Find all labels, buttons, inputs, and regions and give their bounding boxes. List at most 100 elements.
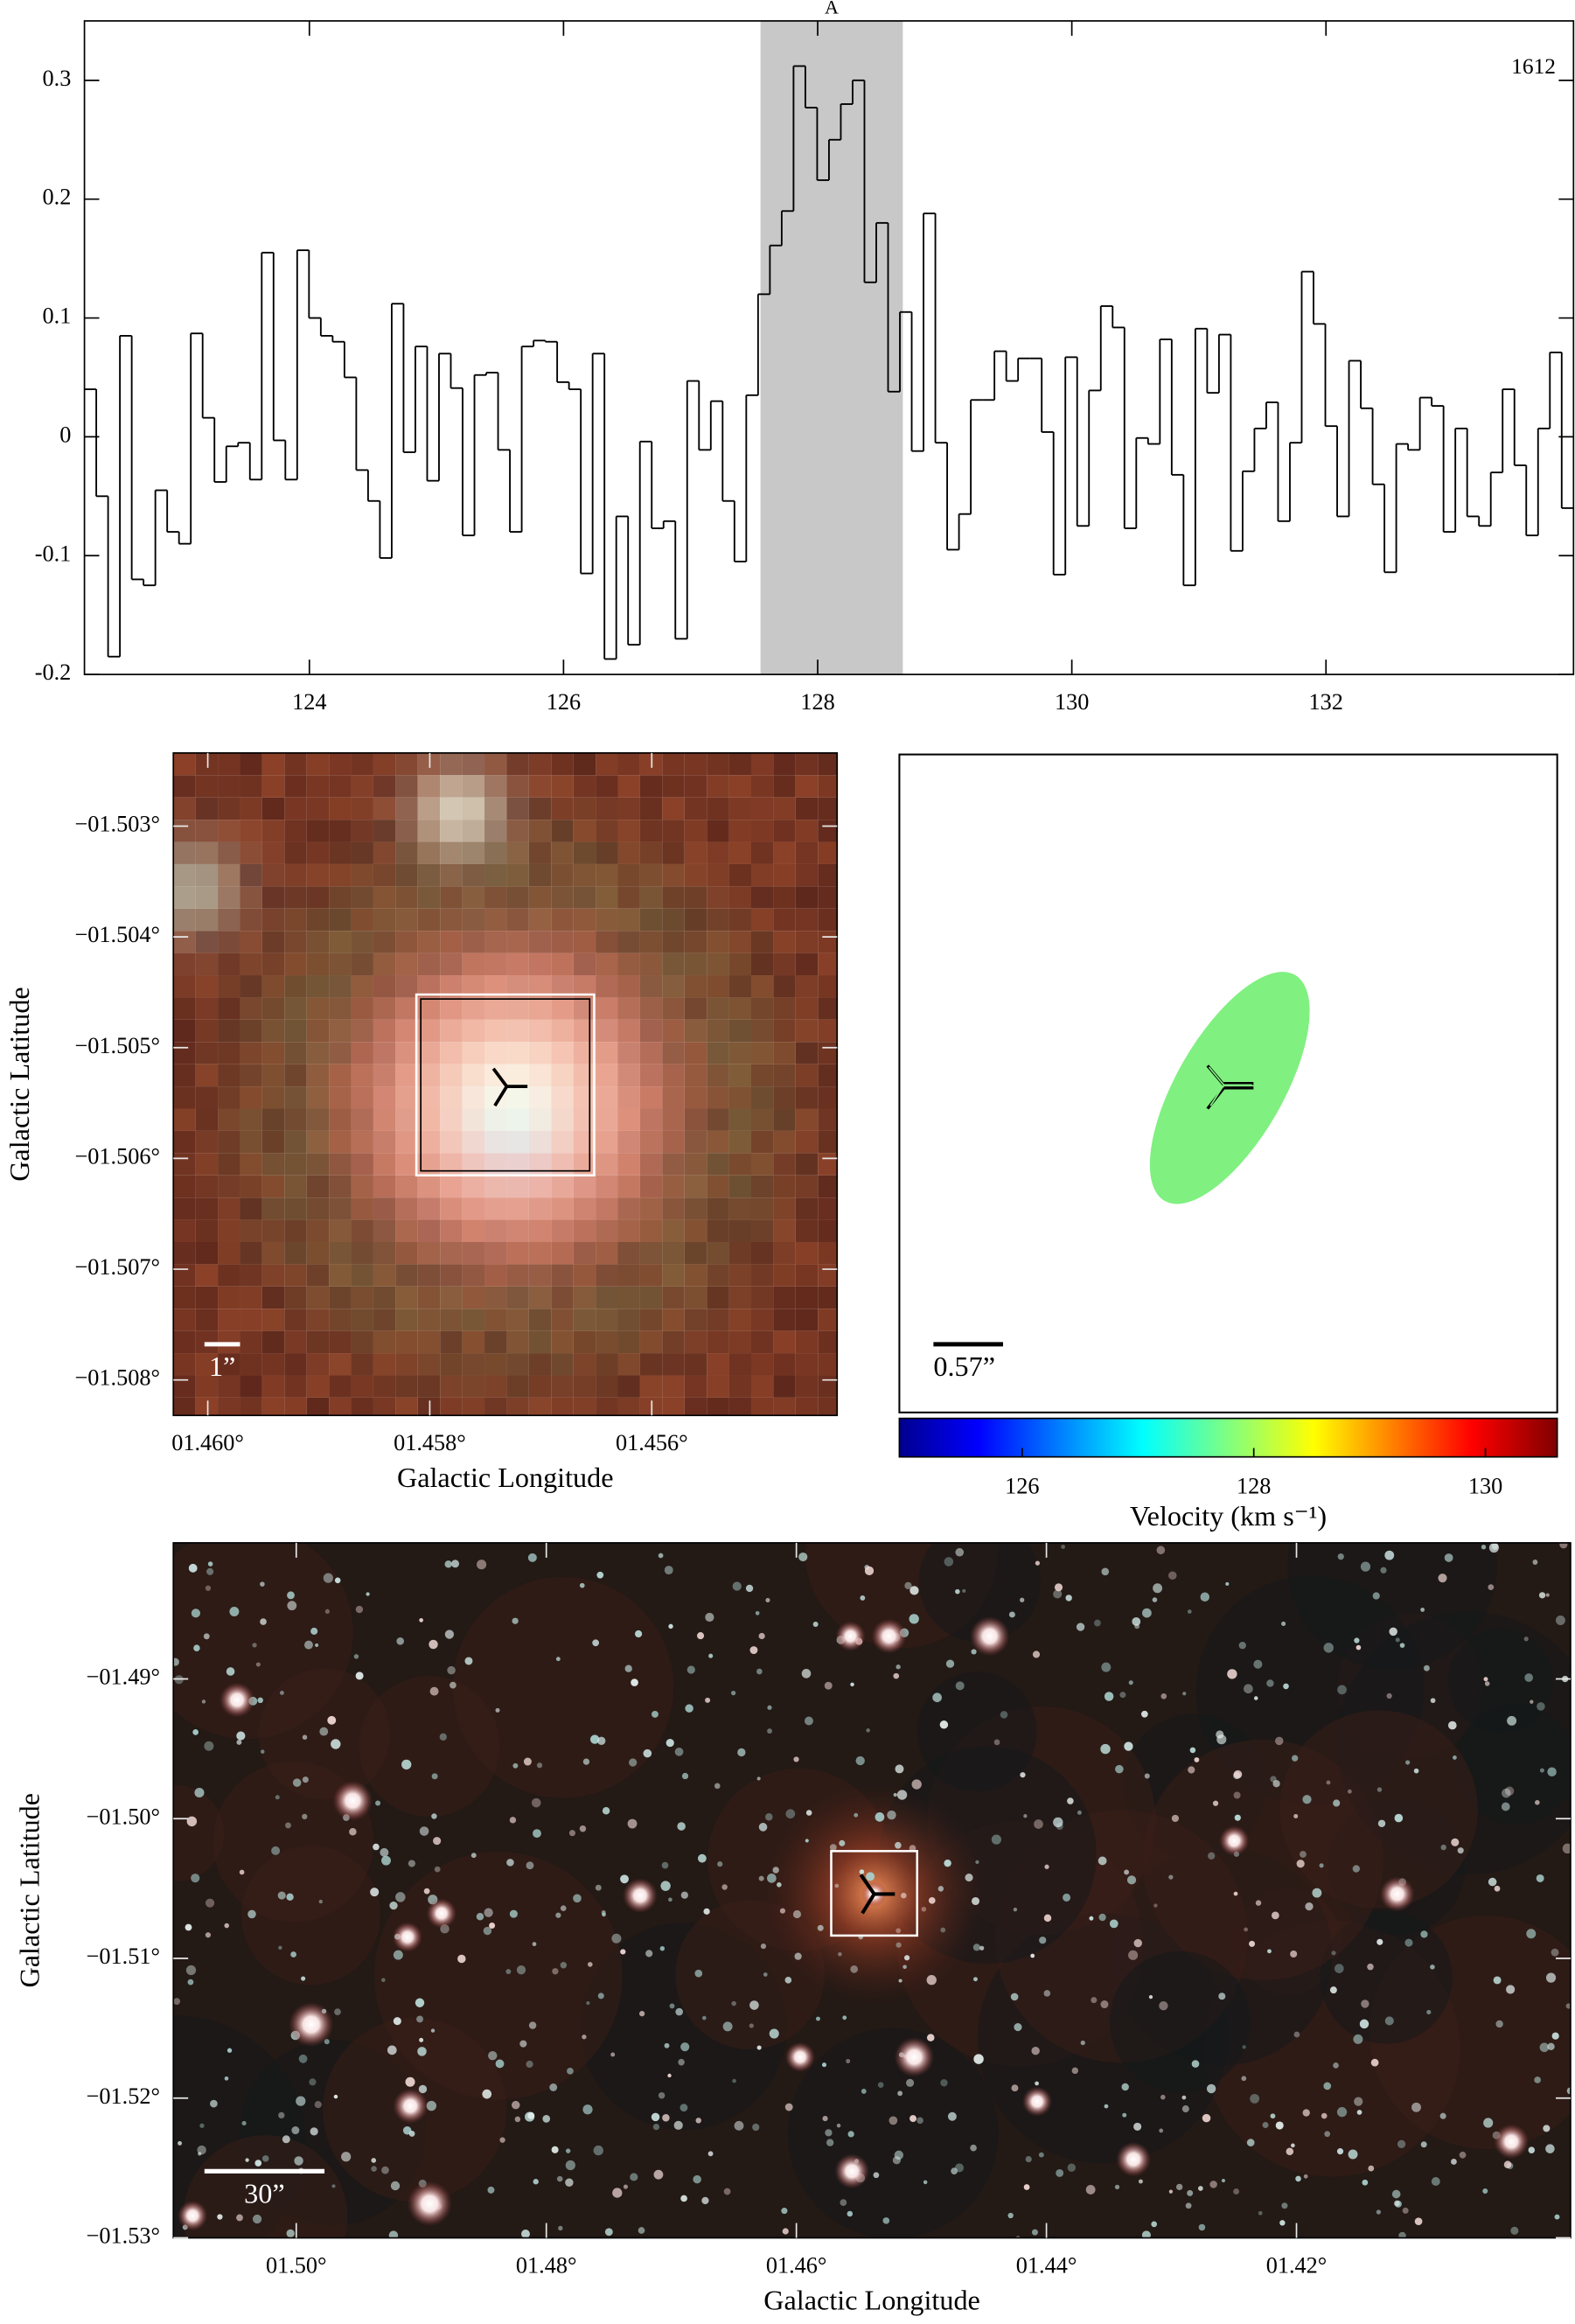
image-pixel — [818, 1219, 838, 1242]
star — [836, 2123, 841, 2128]
image-pixel — [728, 1309, 751, 1331]
star — [229, 1606, 240, 1616]
star — [556, 2175, 563, 2182]
image-pixel — [484, 886, 507, 909]
star — [785, 1809, 796, 1819]
star — [1253, 1696, 1258, 1700]
image-pixel — [440, 1175, 463, 1198]
star — [824, 1681, 833, 1690]
image-pixel — [462, 1064, 485, 1087]
image-pixel — [395, 1330, 418, 1354]
star — [850, 1682, 854, 1687]
star — [1507, 1715, 1517, 1726]
star — [1206, 2083, 1216, 2094]
image-pixel — [395, 1309, 418, 1331]
star — [447, 1665, 456, 1675]
image-pixel — [373, 797, 396, 820]
annotation: 1612 — [1511, 54, 1556, 79]
image-pixel — [506, 863, 529, 887]
star — [1176, 2183, 1183, 2191]
image-pixel — [395, 1241, 418, 1265]
image-pixel — [573, 931, 596, 953]
image-pixel — [773, 820, 796, 842]
image-pixel — [261, 931, 285, 953]
image-pixel — [573, 797, 596, 820]
star — [1523, 1637, 1529, 1642]
plot-frame — [172, 752, 839, 1417]
image-pixel — [373, 1264, 396, 1287]
image-pixel — [596, 841, 618, 864]
image-pixel — [573, 1108, 596, 1131]
image-pixel — [261, 997, 285, 1020]
star — [1336, 2148, 1344, 2155]
image-pixel — [551, 908, 574, 932]
star — [634, 1630, 643, 1638]
image-pixel — [218, 841, 240, 864]
star — [1063, 1893, 1071, 1902]
star — [620, 1874, 629, 1884]
image-pixel — [261, 1153, 285, 1176]
star — [573, 1894, 582, 1903]
plot-frame — [172, 1542, 1572, 2239]
image-pixel — [462, 1175, 485, 1198]
star — [1156, 1546, 1166, 1555]
star — [419, 1826, 429, 1836]
star — [866, 1872, 875, 1881]
image-pixel — [662, 997, 685, 1020]
image-pixel — [195, 863, 219, 887]
image-pixel — [218, 1042, 240, 1064]
star — [756, 2045, 762, 2050]
image-pixel — [573, 1330, 596, 1354]
star — [627, 1818, 638, 1829]
image-pixel — [617, 1353, 640, 1376]
image-pixel — [684, 1153, 707, 1176]
image-pixel — [662, 953, 685, 976]
image-pixel — [596, 1019, 618, 1043]
star — [331, 2184, 336, 2188]
image-pixel — [329, 1130, 352, 1154]
image-pixel — [240, 1286, 262, 1309]
star — [1528, 2146, 1536, 2153]
image-pixel — [795, 820, 819, 842]
image-pixel — [173, 1330, 196, 1354]
image-pixel — [195, 1086, 219, 1109]
image-pixel — [284, 886, 307, 909]
image-pixel — [528, 1397, 552, 1416]
star — [896, 1790, 908, 1800]
image-pixel — [395, 908, 418, 932]
image-pixel — [573, 1175, 596, 1198]
star — [602, 1912, 606, 1917]
star — [592, 1639, 599, 1647]
image-pixel — [351, 775, 373, 798]
star — [1300, 1851, 1307, 1858]
image-pixel — [506, 997, 529, 1020]
y-tick-label: 0.2 — [43, 185, 72, 210]
star — [1094, 1619, 1101, 1627]
image-pixel — [551, 1042, 574, 1064]
image-pixel — [818, 1241, 838, 1265]
bright-star — [219, 1682, 255, 1718]
image-pixel — [728, 1219, 751, 1242]
star — [1399, 1643, 1405, 1648]
star — [675, 2007, 683, 2016]
image-pixel — [750, 841, 774, 864]
region-box — [420, 998, 591, 1172]
star — [693, 2174, 701, 2184]
star — [568, 1830, 575, 1837]
image-pixel — [261, 775, 285, 798]
star — [334, 1577, 341, 1584]
nebula — [173, 1785, 225, 1882]
image-pixel — [373, 1309, 396, 1331]
image-pixel — [773, 1353, 796, 1376]
star — [763, 1972, 768, 1977]
star — [1023, 2184, 1030, 2190]
image-pixel — [596, 886, 618, 909]
image-pixel — [462, 775, 485, 798]
image-pixel — [639, 1353, 663, 1376]
image-pixel — [506, 1309, 529, 1331]
star — [784, 2103, 793, 2111]
image-pixel — [462, 797, 485, 820]
image-pixel — [551, 1353, 574, 1376]
star — [509, 1817, 517, 1824]
star — [1100, 2000, 1109, 2009]
